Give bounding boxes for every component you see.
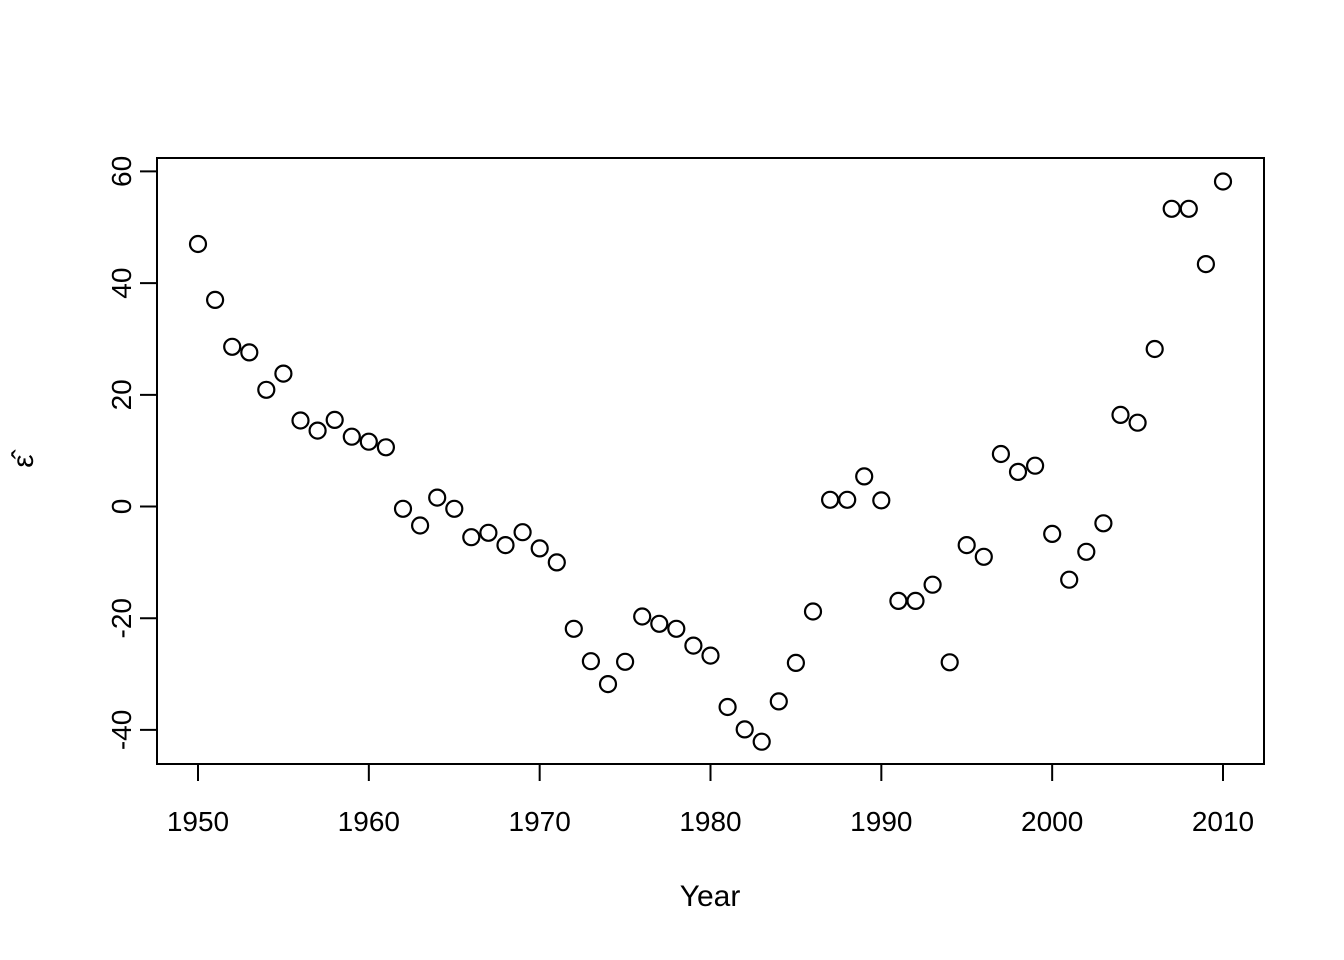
data-point xyxy=(1128,413,1147,432)
data-point xyxy=(1094,514,1113,533)
x-tick-label: 1970 xyxy=(509,806,571,837)
data-point xyxy=(940,653,959,672)
data-point xyxy=(1213,172,1233,191)
data-point xyxy=(445,499,464,518)
x-tick-label: 1960 xyxy=(338,806,400,837)
data-point xyxy=(223,337,242,356)
data-point xyxy=(342,427,361,446)
data-point xyxy=(889,591,908,611)
data-point xyxy=(274,364,293,383)
plot-box xyxy=(156,157,1265,765)
data-point xyxy=(991,444,1011,464)
y-tick-label: 0 xyxy=(106,499,137,515)
data-point xyxy=(684,636,703,655)
data-point xyxy=(803,602,823,621)
data-point xyxy=(530,539,549,558)
data-point xyxy=(838,490,857,509)
data-point xyxy=(564,619,583,638)
data-point xyxy=(923,575,942,594)
x-tick-label: 2010 xyxy=(1192,806,1254,837)
data-point xyxy=(1008,462,1028,481)
data-point xyxy=(496,535,515,555)
data-point xyxy=(1145,339,1164,359)
data-point xyxy=(1077,542,1096,561)
data-point xyxy=(615,652,635,671)
data-point xyxy=(735,720,754,739)
data-point xyxy=(479,523,498,542)
x-tick-label: 1990 xyxy=(850,806,912,837)
data-point xyxy=(376,438,395,457)
data-point xyxy=(291,411,310,430)
data-point xyxy=(633,607,652,626)
x-tick-label: 2000 xyxy=(1021,806,1083,837)
data-point xyxy=(820,490,840,509)
data-point xyxy=(701,646,720,665)
x-tick-label: 1980 xyxy=(679,806,741,837)
data-point xyxy=(598,674,618,694)
data-point xyxy=(462,528,481,547)
data-point xyxy=(786,653,806,673)
data-point xyxy=(547,553,566,572)
data-point xyxy=(411,516,430,535)
data-point xyxy=(872,491,891,510)
data-point xyxy=(1179,199,1198,218)
y-tick-label: 40 xyxy=(106,268,137,299)
data-point xyxy=(308,421,327,440)
data-point xyxy=(1162,199,1181,218)
data-point xyxy=(1060,570,1079,589)
data-point xyxy=(650,614,669,633)
data-point xyxy=(257,380,276,399)
data-point xyxy=(325,410,344,429)
data-point xyxy=(428,488,447,507)
data-point xyxy=(188,234,208,254)
y-axis-title: ε̂ xyxy=(7,449,40,467)
data-point xyxy=(906,591,925,611)
data-point xyxy=(393,499,413,518)
data-point xyxy=(1196,255,1216,274)
y-tick-label: 60 xyxy=(106,156,137,187)
data-point xyxy=(957,535,976,555)
data-point xyxy=(752,732,771,751)
data-point xyxy=(667,619,686,638)
data-point xyxy=(1025,456,1045,475)
data-point xyxy=(240,343,259,362)
data-point xyxy=(206,290,225,309)
data-point xyxy=(1111,405,1130,424)
y-tick-label: 20 xyxy=(106,379,137,410)
data-point xyxy=(718,697,737,717)
x-axis-title: Year xyxy=(680,880,741,913)
data-point xyxy=(855,467,874,486)
data-point xyxy=(974,547,993,566)
x-tick-label: 1950 xyxy=(167,806,229,837)
data-point xyxy=(513,523,532,542)
y-tick-label: -20 xyxy=(106,598,137,638)
data-point xyxy=(359,432,378,451)
data-point xyxy=(581,652,601,671)
data-point xyxy=(1043,524,1062,544)
y-tick-label: -40 xyxy=(106,710,137,750)
data-point xyxy=(769,692,788,711)
